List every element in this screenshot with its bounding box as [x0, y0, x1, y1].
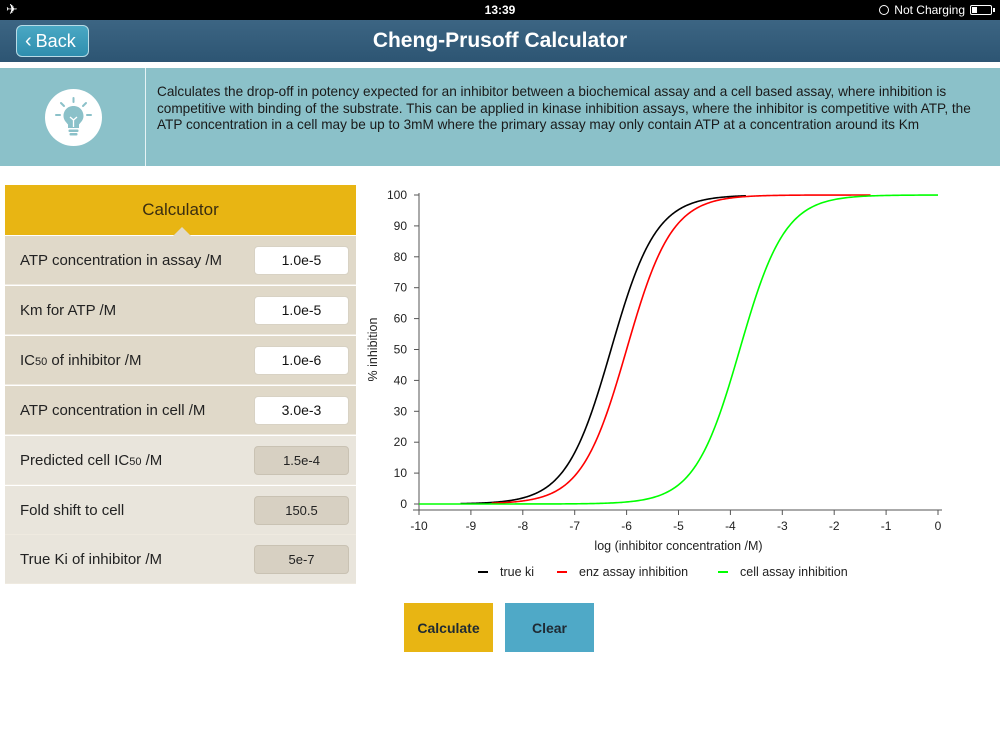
x-tick-label: -1 [881, 519, 892, 533]
series-line-1 [491, 194, 871, 505]
y-tick-label: 60 [394, 312, 408, 326]
x-axis-label: log (inhibitor concentration /M) [594, 539, 762, 553]
x-tick-label: -5 [673, 519, 684, 533]
x-tick-label: 0 [935, 519, 942, 533]
navigation-bar: ‹ Back Cheng-Prusoff Calculator [0, 20, 1000, 62]
rotation-lock-icon [879, 5, 890, 15]
predicted-ic50-value: 1.5e-4 [254, 446, 349, 475]
page-title: Cheng-Prusoff Calculator [372, 29, 628, 52]
calc-row-atp-assay: ATP concentration in assay /M 1.0e-5 [5, 236, 356, 285]
info-description: Calculates the drop-off in potency expec… [157, 84, 971, 132]
output-label: True Ki of inhibitor /M [20, 550, 162, 568]
x-tick-label: -4 [725, 519, 736, 533]
calculator-header: Calculator [5, 185, 356, 236]
series-line-2 [419, 194, 938, 505]
x-tick-label: -2 [829, 519, 840, 533]
info-banner: Calculates the drop-off in potency expec… [0, 68, 1000, 166]
y-tick-label: 40 [394, 373, 408, 387]
back-button-label: Back [35, 30, 76, 51]
status-bar: ✈ 13:39 Not Charging [0, 0, 1000, 20]
calc-row-km-atp: Km for ATP /M 1.0e-5 [5, 286, 356, 335]
y-tick-label: 70 [394, 281, 408, 295]
legend-label-2: cell assay inhibition [740, 565, 848, 579]
lightbulb-icon [45, 89, 102, 146]
true-ki-value: 5e-7 [254, 545, 349, 574]
battery-icon [970, 5, 995, 15]
y-tick-label: 50 [394, 343, 408, 357]
input-label: ATP concentration in assay /M [20, 251, 223, 269]
x-tick-label: -10 [410, 519, 428, 533]
fold-shift-value: 150.5 [254, 496, 349, 525]
y-tick-label: 90 [394, 219, 408, 233]
calc-row-predicted-ic50: Predicted cell IC50 /M 1.5e-4 [5, 436, 356, 485]
calc-row-true-ki: True Ki of inhibitor /M 5e-7 [5, 535, 356, 584]
input-label: ATP concentration in cell /M [20, 401, 206, 419]
clear-button[interactable]: Clear [505, 603, 594, 652]
x-tick-label: -6 [621, 519, 632, 533]
atp-assay-input[interactable]: 1.0e-5 [254, 246, 349, 275]
output-label: Fold shift to cell [20, 501, 125, 519]
km-atp-input[interactable]: 1.0e-5 [254, 296, 349, 325]
status-time: 13:39 [484, 3, 516, 17]
y-tick-label: 80 [394, 250, 408, 264]
x-tick-label: -3 [777, 519, 788, 533]
legend-label-0: true ki [500, 565, 534, 579]
chevron-left-icon: ‹ [25, 30, 32, 52]
x-tick-label: -9 [466, 519, 477, 533]
y-tick-label: 30 [394, 404, 408, 418]
back-button[interactable]: ‹ Back [16, 25, 89, 57]
series-line-0 [460, 194, 747, 505]
atp-cell-input[interactable]: 3.0e-3 [254, 396, 349, 425]
legend-label-1: enz assay inhibition [579, 565, 688, 579]
calc-row-ic50: IC50 of inhibitor /M 1.0e-6 [5, 336, 356, 385]
status-right: Not Charging [879, 3, 995, 17]
airplane-icon: ✈ [6, 1, 18, 17]
calculator-title: Calculator [142, 200, 219, 219]
header-pointer [173, 227, 191, 236]
y-tick-label: 10 [394, 466, 408, 480]
inhibition-chart: 0 10 20 30 40 50 60 70 80 90 100 -10 -9 -8 -7 -6 -5 -4 -3-… [360, 180, 980, 590]
x-tick-label: -8 [517, 519, 528, 533]
input-label: Km for ATP /M [20, 301, 117, 319]
info-icon-box [0, 68, 146, 166]
y-tick-label: 20 [394, 435, 408, 449]
calc-row-atp-cell: ATP concentration in cell /M 3.0e-3 [5, 386, 356, 435]
y-axis-label: % inhibition [366, 317, 380, 381]
y-tick-label: 0 [400, 497, 407, 511]
ic50-input[interactable]: 1.0e-6 [254, 346, 349, 375]
calc-row-fold-shift: Fold shift to cell 150.5 [5, 486, 356, 535]
charging-status: Not Charging [894, 3, 965, 17]
calculate-button[interactable]: Calculate [404, 603, 493, 652]
x-tick-label: -7 [569, 519, 580, 533]
input-label: IC50 of inhibitor /M [20, 351, 142, 369]
y-tick-label: 100 [387, 188, 407, 202]
output-label: Predicted cell IC50 /M [20, 451, 163, 469]
